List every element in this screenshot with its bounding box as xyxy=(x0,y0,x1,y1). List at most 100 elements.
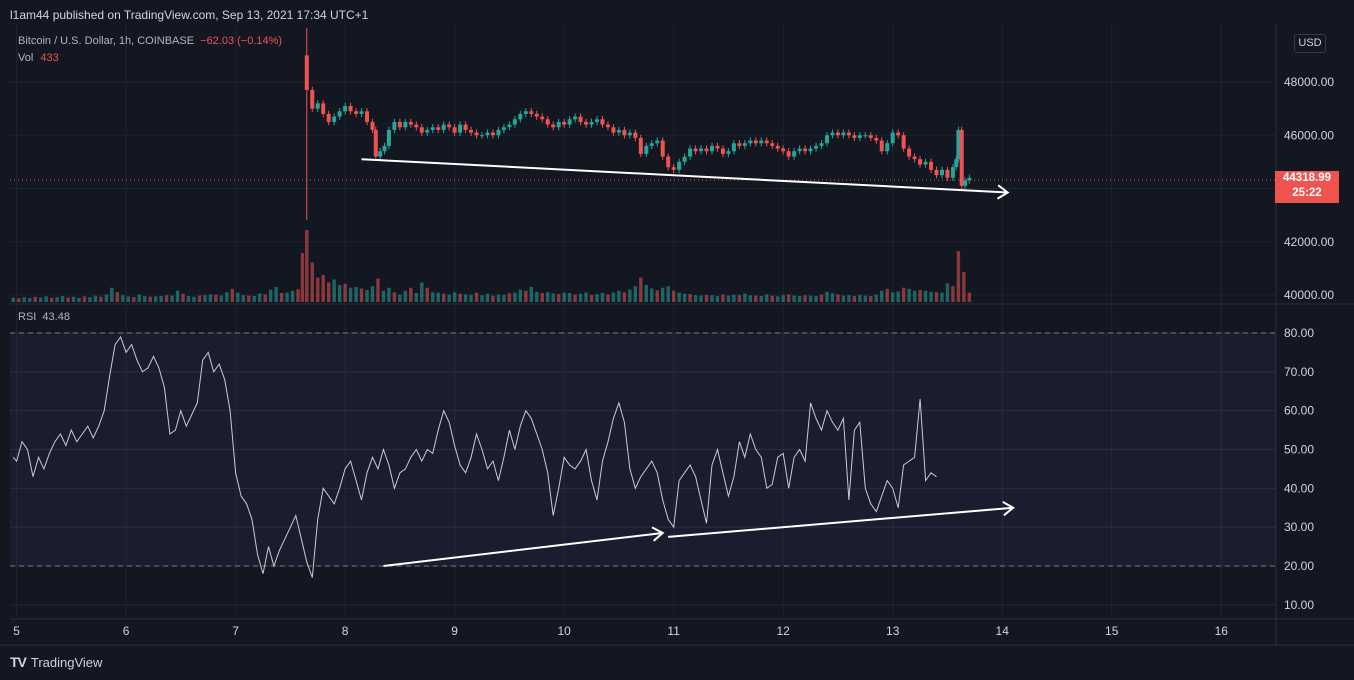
volume-bar xyxy=(77,297,81,302)
candle-body xyxy=(315,103,320,109)
volume-bar xyxy=(236,292,240,302)
rsi-tick-label: 30.00 xyxy=(1284,520,1314,534)
volume-bar xyxy=(285,292,289,302)
volume-bar xyxy=(759,295,763,302)
volume-bar xyxy=(164,295,169,302)
volume-bar xyxy=(359,288,364,302)
volume-bar xyxy=(480,295,484,302)
volume-bar xyxy=(661,287,665,302)
rsi-tick-label: 50.00 xyxy=(1284,443,1314,457)
volume-bar xyxy=(622,292,627,302)
volume-bar xyxy=(257,293,262,302)
candle-body xyxy=(890,132,895,144)
candle-body xyxy=(644,145,649,154)
candle-body xyxy=(348,105,353,112)
volume-bar xyxy=(600,292,605,302)
volume-bar xyxy=(863,295,868,302)
volume-bar xyxy=(562,292,566,302)
candle-body xyxy=(512,119,517,125)
candle-body xyxy=(430,127,435,130)
candle-body xyxy=(709,145,714,152)
volume-bar xyxy=(584,292,588,302)
volume-bar xyxy=(688,294,692,302)
volume-bar xyxy=(869,295,873,302)
candle-body xyxy=(529,111,534,114)
candle-body xyxy=(469,129,474,133)
candle-body xyxy=(649,143,654,146)
volume-bar xyxy=(263,294,267,302)
volume-bar xyxy=(44,296,48,302)
candle-body xyxy=(337,111,342,117)
volume-bar xyxy=(22,297,26,302)
volume-bar xyxy=(175,290,180,302)
candle-body xyxy=(584,121,589,125)
volume-bar xyxy=(765,294,769,302)
candle-body xyxy=(589,121,594,125)
candle-body xyxy=(419,127,424,133)
candle-body xyxy=(803,148,808,152)
volume-bar xyxy=(326,282,331,302)
volume-bar xyxy=(214,294,218,302)
candle-body xyxy=(954,159,959,168)
volume-bar xyxy=(203,295,207,302)
volume-bar xyxy=(841,295,846,302)
volume-bar xyxy=(469,294,473,302)
volume-bar xyxy=(617,290,621,302)
candle-body xyxy=(764,140,769,144)
volume-bar xyxy=(343,283,347,302)
volume-bar xyxy=(241,295,245,302)
candle-body xyxy=(830,132,835,136)
x-tick-label: 16 xyxy=(1215,624,1229,638)
candle-body xyxy=(321,103,326,114)
volume-bar xyxy=(715,295,720,302)
volume-bar xyxy=(633,286,638,302)
volume-bar xyxy=(825,291,829,302)
candle-body xyxy=(901,135,906,149)
price-tick-label: 48000.00 xyxy=(1284,75,1334,89)
x-tick-label: 7 xyxy=(232,624,239,638)
volume-bar xyxy=(49,297,54,302)
volume-bar xyxy=(710,295,714,302)
volume-bar xyxy=(578,293,583,302)
volume-bar xyxy=(11,297,15,302)
symbol-title[interactable]: Bitcoin / U.S. Dollar, 1h, COINBASE xyxy=(18,35,195,47)
candle-body xyxy=(655,140,660,144)
volume-bar xyxy=(830,293,835,302)
candle-body xyxy=(518,113,523,120)
candle-body xyxy=(857,135,862,138)
candle-body xyxy=(611,127,616,133)
volume-bar xyxy=(370,286,375,302)
candle-body xyxy=(480,135,485,137)
volume-bar xyxy=(721,294,725,302)
candle-body xyxy=(633,132,638,138)
volume-bar xyxy=(225,292,229,302)
candle-body xyxy=(950,167,955,178)
candle-body xyxy=(638,137,643,154)
rsi-series xyxy=(12,335,937,578)
volume-bar xyxy=(556,294,561,302)
volume-bar xyxy=(726,295,731,302)
volume-bar xyxy=(858,294,862,302)
volume-bar xyxy=(901,287,906,302)
trendline-drawings[interactable] xyxy=(361,158,1015,567)
candle-body xyxy=(378,151,383,157)
volume-bar xyxy=(677,292,681,302)
candle-body xyxy=(781,148,786,152)
footer-brand[interactable]: TV TradingView xyxy=(10,654,102,670)
volume-bar xyxy=(414,292,419,302)
volume-bar xyxy=(60,295,65,302)
volume-label[interactable]: Vol xyxy=(18,52,34,64)
price-trendline xyxy=(361,158,1008,194)
candle-body xyxy=(436,127,441,130)
volume-bars xyxy=(11,230,972,302)
rsi-label[interactable]: RSI xyxy=(18,311,37,323)
volume-bar xyxy=(781,295,785,302)
volume-bar xyxy=(743,293,747,302)
volume-bar xyxy=(814,295,818,302)
volume-bar xyxy=(595,294,599,302)
rsi-tick-label: 20.00 xyxy=(1284,559,1314,573)
currency-button[interactable]: USD xyxy=(1294,34,1326,53)
volume-bar xyxy=(836,294,840,302)
x-tick-label: 5 xyxy=(13,624,20,638)
